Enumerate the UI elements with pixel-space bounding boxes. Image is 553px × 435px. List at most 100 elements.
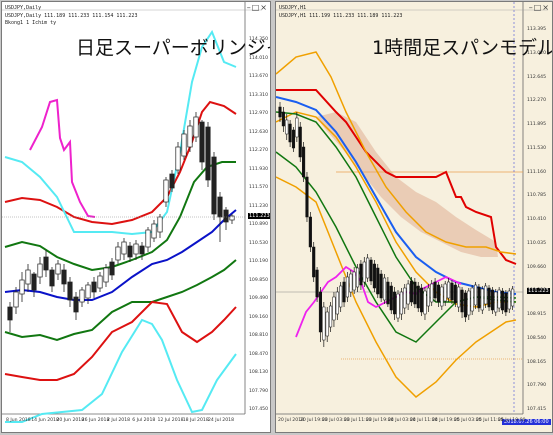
candle-body <box>416 285 420 309</box>
candle-body <box>349 273 353 293</box>
restore-icon[interactable]: □ <box>251 3 261 12</box>
candle-body <box>420 287 424 313</box>
lower-2sigma-band <box>4 300 237 381</box>
candle-body <box>345 276 349 298</box>
candle-body <box>115 246 121 261</box>
candle-body <box>13 291 19 308</box>
price-tick-label: 109.290 <box>527 288 546 294</box>
candle-body <box>85 284 91 299</box>
candle-body <box>139 245 145 255</box>
candle-body <box>399 291 403 315</box>
price-tick-label: 107.790 <box>527 383 546 389</box>
daily-chart-title: USDJPY,Daily <box>5 5 42 11</box>
time-tick-label: 6 Jul 2018 <box>132 418 156 423</box>
candle-body <box>447 281 451 299</box>
close-icon[interactable]: × <box>542 3 550 12</box>
candle-body <box>109 261 115 276</box>
time-tick-label: 26 Jun 2018 <box>81 418 110 423</box>
candle-body <box>229 215 235 221</box>
candle-body <box>396 293 400 319</box>
candle-body <box>507 290 511 310</box>
price-tick-label: 111.160 <box>527 169 546 175</box>
time-tick-label: 2 Jul 2018 <box>107 418 131 423</box>
candle-body <box>145 229 151 248</box>
time-tick-label: 24 Jul 11:00 <box>410 418 438 423</box>
candle-body <box>305 176 309 218</box>
hourly-current-price-label: 111.223 <box>527 288 550 294</box>
candle-body <box>335 291 339 315</box>
price-tick-label: 108.915 <box>527 312 546 317</box>
price-tick-label: 113.670 <box>249 74 268 79</box>
daily-current-price-label: 111.223 <box>248 213 270 219</box>
price-tick-label: 107.450 <box>249 407 268 412</box>
candle-body <box>406 283 410 305</box>
price-tick-label: 109.660 <box>527 264 546 270</box>
candle-body <box>409 280 414 303</box>
minimize-icon[interactable]: – <box>246 3 252 12</box>
price-tick-label: 111.570 <box>249 185 268 190</box>
candle-body <box>308 216 312 248</box>
candle-body <box>315 269 319 298</box>
price-tick-label: 114.350 <box>249 37 268 42</box>
candle-body <box>497 289 501 309</box>
restore-icon[interactable]: □ <box>533 3 543 12</box>
upper-orange-band <box>276 51 517 255</box>
candle-body <box>494 291 498 313</box>
hourly-chart-plot[interactable] <box>276 2 552 432</box>
candle-body <box>295 117 299 138</box>
candle-body <box>103 267 109 283</box>
candle-body <box>477 286 481 309</box>
candle-body <box>430 283 434 303</box>
candle-body <box>332 296 336 321</box>
time-tick-label: 24 Jul 19:00 <box>432 418 460 423</box>
candle-body <box>193 116 199 138</box>
hourly-chart-window[interactable]: USDJPY,H1 USDJPY,H1 111.199 111.233 111.… <box>275 1 553 433</box>
candle-body <box>31 273 37 291</box>
price-tick-label: 108.165 <box>527 359 546 365</box>
candle-body <box>457 286 461 308</box>
candle-body <box>79 289 85 303</box>
candle-body <box>157 216 163 233</box>
daily-chart-plot[interactable] <box>2 2 270 432</box>
candle-body <box>490 289 494 311</box>
price-tick-label: 109.490 <box>249 296 268 301</box>
hourly-window-buttons[interactable]: –□× <box>529 3 550 12</box>
candle-body <box>339 285 343 308</box>
price-tick-label: 110.410 <box>527 217 546 222</box>
candle-body <box>127 245 133 258</box>
candle-body <box>223 209 229 223</box>
candle-body <box>325 311 329 337</box>
price-tick-label: 109.850 <box>249 277 268 283</box>
time-tick-label: 14 Jun 2018 <box>31 418 59 423</box>
price-tick-label: 113.310 <box>249 92 268 98</box>
candle-body <box>91 281 97 293</box>
candle-body <box>318 291 323 333</box>
hourly-overlay-title: 1時間足スパンモデル <box>372 37 553 59</box>
candle-body <box>355 267 360 288</box>
price-tick-label: 108.540 <box>527 335 546 341</box>
candle-body <box>504 292 508 313</box>
candle-body <box>480 288 484 311</box>
candle-body <box>121 241 127 255</box>
candle-body <box>359 263 363 286</box>
close-icon[interactable]: × <box>260 3 268 12</box>
candle-body <box>298 126 302 158</box>
candle-body <box>386 281 390 305</box>
daily-chart-window[interactable]: USDJPY,Daily USDJPY,Daily 111.189 111.23… <box>1 1 271 433</box>
lower-orange-band <box>276 176 517 398</box>
time-tick-label: 23 Jul 03:00 <box>322 418 350 423</box>
price-tick-label: 110.890 <box>249 222 268 227</box>
chikou-span-line <box>29 98 96 218</box>
candle-body <box>217 196 223 218</box>
minimize-icon[interactable]: – <box>528 3 534 12</box>
candle-body <box>393 291 397 315</box>
daily-window-buttons[interactable]: –□× <box>247 3 268 12</box>
price-tick-label: 110.530 <box>249 240 268 246</box>
candle-body <box>463 292 467 318</box>
candle-body <box>302 146 306 178</box>
time-tick-label: 20 Jul 2018 <box>278 418 304 423</box>
candle-body <box>163 179 169 203</box>
candle-body <box>403 287 407 309</box>
candle-body <box>443 283 447 302</box>
candle-body <box>181 133 187 157</box>
